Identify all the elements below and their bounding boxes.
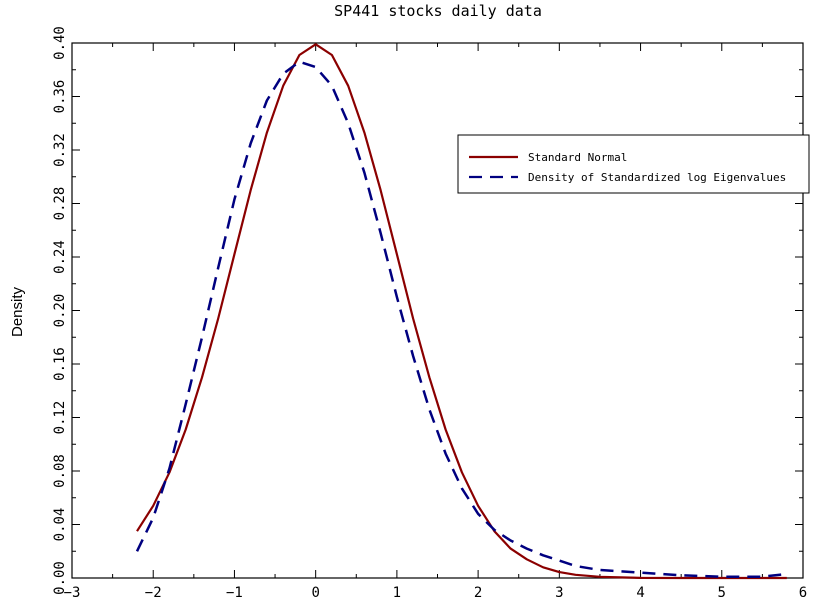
legend-box (457, 134, 810, 194)
y-tick-label: 0.12 (52, 401, 68, 435)
y-tick-label: 0.32 (52, 133, 68, 167)
plot-area-frame (71, 42, 804, 579)
axis-ticks (71, 42, 804, 579)
x-tick-label: 3 (555, 585, 563, 601)
x-tick-label: 6 (799, 585, 807, 601)
y-tick-label: 0.36 (52, 80, 68, 114)
x-tick-label: 4 (636, 585, 644, 601)
x-tick-label: −1 (226, 585, 243, 601)
x-tick-label: −2 (145, 585, 162, 601)
y-tick-label: 0.16 (52, 347, 68, 381)
legend-label: Density of Standardized log Eigenvalues (528, 171, 786, 184)
y-tick-label: 0.40 (52, 26, 68, 60)
series-lines (135, 43, 787, 580)
series-line-standard-normal (136, 43, 787, 580)
x-tick-label: 1 (393, 585, 401, 601)
x-tick-label: 2 (474, 585, 482, 601)
y-tick-label: 0.08 (52, 454, 68, 488)
y-tick-label: 0.00 (52, 561, 68, 595)
legend-label: Standard Normal (528, 151, 627, 164)
series-line-standardized-log-eigenvalues (135, 60, 787, 578)
axis-tick-labels: −3 −2 −1 0 1 2 3 4 5 6 0.00 0.04 0.08 0.12 0.16 0.20 0.2… (52, 26, 807, 601)
x-tick-label: 0 (311, 585, 319, 601)
chart-title: SP441 stocks daily data (334, 2, 542, 20)
y-axis-label: Density (9, 286, 26, 337)
x-tick-label: −3 (64, 585, 81, 601)
x-tick-label: 5 (718, 585, 726, 601)
y-tick-label: 0.04 (52, 508, 68, 542)
y-tick-label: 0.28 (52, 187, 68, 221)
legend: Standard Normal Density of Standardized l… (457, 134, 810, 194)
y-tick-label: 0.24 (52, 240, 68, 274)
y-tick-label: 0.20 (52, 294, 68, 328)
